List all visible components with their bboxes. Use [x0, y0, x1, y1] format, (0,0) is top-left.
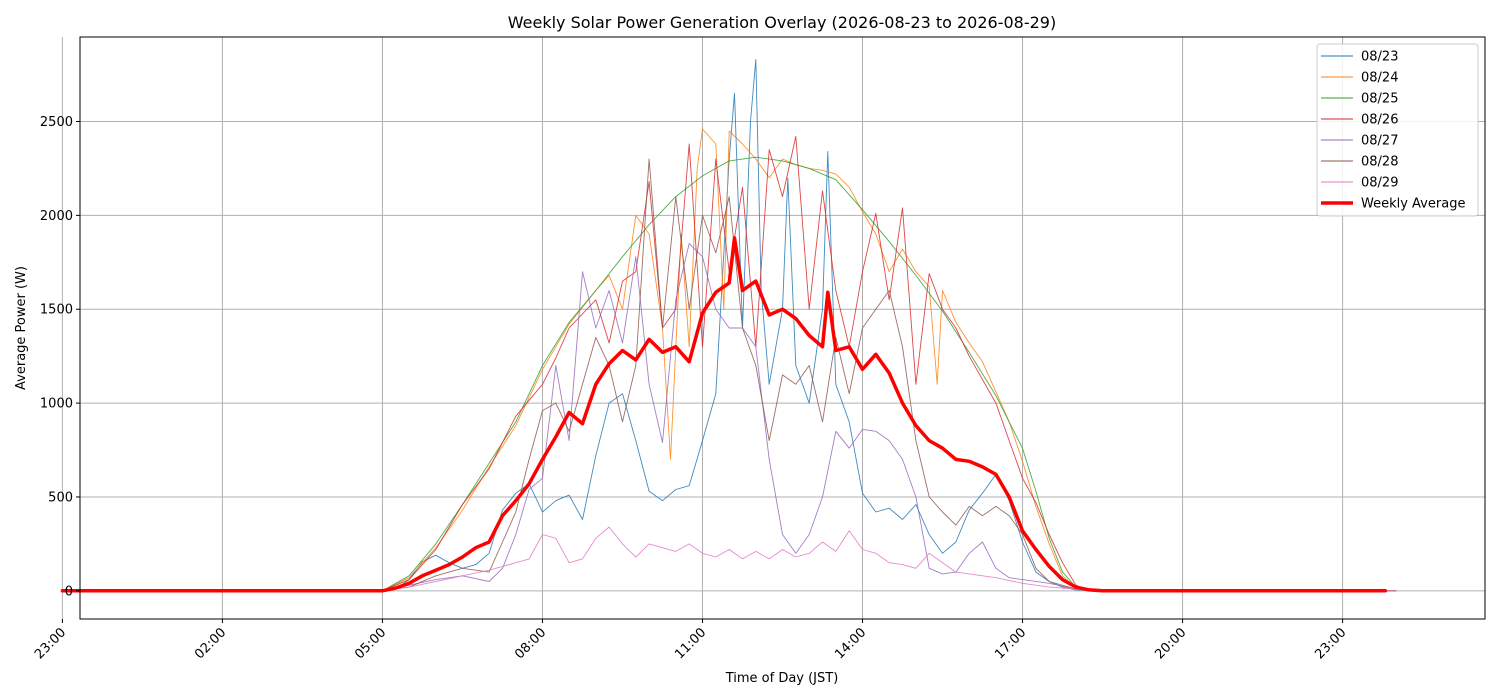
legend-label: Weekly Average — [1361, 197, 1465, 212]
y-tick-label: 500 — [48, 490, 73, 505]
legend-box — [1316, 43, 1479, 217]
legend: 08/23 08/24 08/25 08/26 08/27 08/28 08/29 Weekl… — [1316, 43, 1479, 217]
legend-label: 08/24 — [1361, 71, 1398, 86]
legend-label: 08/28 — [1361, 155, 1398, 170]
plot-frame — [79, 36, 1486, 620]
series-line-1 — [115, 128, 1397, 592]
series-line-2 — [115, 156, 1397, 592]
y-axis-label: Average Power (W) — [14, 266, 29, 390]
legend-label: 08/26 — [1361, 113, 1398, 128]
y-tick-label: 1000 — [40, 397, 73, 412]
series-lines — [60, 59, 1397, 593]
y-tick-label: 1500 — [40, 303, 73, 318]
x-axis-label: Time of Day (JST) — [725, 671, 839, 686]
series-line-3 — [115, 136, 1397, 592]
chart-title: Weekly Solar Power Generation Overlay (2… — [508, 13, 1056, 32]
legend-label: 08/29 — [1361, 176, 1398, 191]
y-tick-label: 0 — [65, 584, 73, 599]
series-line-7 — [60, 236, 1388, 593]
series-line-4 — [115, 243, 1397, 592]
y-tick-label: 2500 — [40, 115, 73, 130]
series-line-5 — [115, 158, 1397, 592]
legend-label: 08/23 — [1361, 50, 1398, 65]
series-line-0 — [115, 59, 1397, 592]
legend-label: 08/27 — [1361, 134, 1398, 149]
series-line-6 — [115, 526, 1397, 592]
y-tick-label: 2000 — [40, 209, 73, 224]
legend-label: 08/25 — [1361, 92, 1398, 107]
